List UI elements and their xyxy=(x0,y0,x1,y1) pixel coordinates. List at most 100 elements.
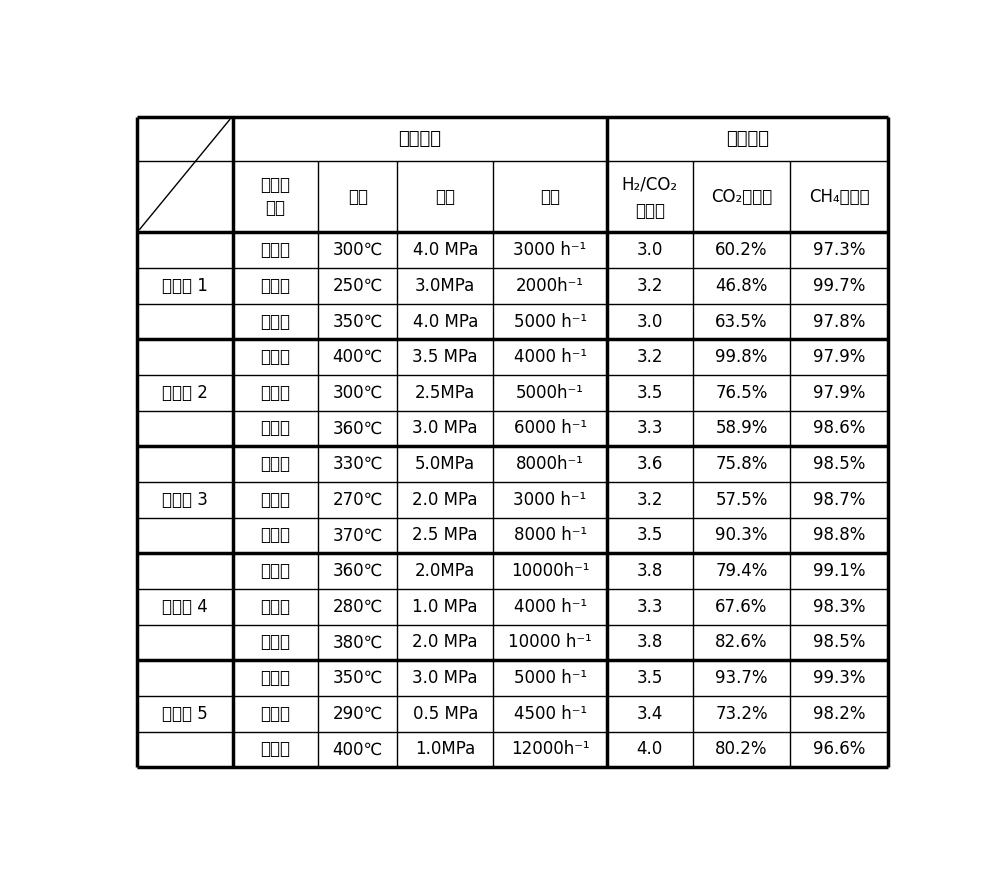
Text: 0.5 MPa: 0.5 MPa xyxy=(413,704,478,723)
Text: 2.0 MPa: 2.0 MPa xyxy=(412,491,478,508)
Text: H₂/CO₂: H₂/CO₂ xyxy=(622,175,678,193)
Text: 98.6%: 98.6% xyxy=(813,419,866,438)
Text: 3.5: 3.5 xyxy=(637,669,663,687)
Text: 73.2%: 73.2% xyxy=(715,704,768,723)
Text: 380℃: 380℃ xyxy=(333,634,383,651)
Text: 97.8%: 97.8% xyxy=(813,312,866,331)
Text: 5.0MPa: 5.0MPa xyxy=(415,455,475,473)
Text: 8000 h⁻¹: 8000 h⁻¹ xyxy=(514,527,587,544)
Text: 360℃: 360℃ xyxy=(333,562,383,580)
Text: 3.2: 3.2 xyxy=(636,276,663,295)
Text: 76.5%: 76.5% xyxy=(715,384,768,402)
Text: 10000 h⁻¹: 10000 h⁻¹ xyxy=(508,634,592,651)
Text: 4000 h⁻¹: 4000 h⁻¹ xyxy=(514,348,587,366)
Text: 300℃: 300℃ xyxy=(333,242,383,259)
Text: 反应结果: 反应结果 xyxy=(726,130,769,148)
Text: 300℃: 300℃ xyxy=(333,384,383,402)
Text: 3.0: 3.0 xyxy=(637,242,663,259)
Text: 实施例 4: 实施例 4 xyxy=(162,598,208,616)
Text: 3.8: 3.8 xyxy=(637,562,663,580)
Text: 75.8%: 75.8% xyxy=(715,455,768,473)
Text: 3.6: 3.6 xyxy=(637,455,663,473)
Text: 330℃: 330℃ xyxy=(333,455,383,473)
Text: 12000h⁻¹: 12000h⁻¹ xyxy=(511,740,589,759)
Text: 97.3%: 97.3% xyxy=(813,242,866,259)
Text: 10000h⁻¹: 10000h⁻¹ xyxy=(511,562,589,580)
Text: 浆态床: 浆态床 xyxy=(261,384,291,402)
Text: 3.0 MPa: 3.0 MPa xyxy=(412,419,478,438)
Text: 3.0MPa: 3.0MPa xyxy=(415,276,475,295)
Text: 固定床: 固定床 xyxy=(261,348,291,366)
Text: 实施例 3: 实施例 3 xyxy=(162,491,208,508)
Text: 实施例 5: 实施例 5 xyxy=(162,704,208,723)
Text: 浆态床: 浆态床 xyxy=(261,704,291,723)
Text: 280℃: 280℃ xyxy=(333,598,383,616)
Text: 2.0MPa: 2.0MPa xyxy=(415,562,475,580)
Text: 3.8: 3.8 xyxy=(637,634,663,651)
Text: 57.5%: 57.5% xyxy=(715,491,768,508)
Text: 3000 h⁻¹: 3000 h⁻¹ xyxy=(513,491,587,508)
Text: 350℃: 350℃ xyxy=(333,669,383,687)
Text: 4.0: 4.0 xyxy=(637,740,663,759)
Text: 290℃: 290℃ xyxy=(333,704,383,723)
Text: 4.0 MPa: 4.0 MPa xyxy=(413,242,478,259)
Text: 4500 h⁻¹: 4500 h⁻¹ xyxy=(514,704,587,723)
Text: 98.3%: 98.3% xyxy=(813,598,866,616)
Text: 370℃: 370℃ xyxy=(333,527,383,544)
Text: 99.1%: 99.1% xyxy=(813,562,866,580)
Text: 4000 h⁻¹: 4000 h⁻¹ xyxy=(514,598,587,616)
Text: 3.4: 3.4 xyxy=(637,704,663,723)
Text: 固定床: 固定床 xyxy=(261,562,291,580)
Text: 400℃: 400℃ xyxy=(333,348,383,366)
Text: 2.0 MPa: 2.0 MPa xyxy=(412,634,478,651)
Text: 3000 h⁻¹: 3000 h⁻¹ xyxy=(513,242,587,259)
Text: 3.2: 3.2 xyxy=(636,491,663,508)
Text: 流化床: 流化床 xyxy=(261,634,291,651)
Text: 98.8%: 98.8% xyxy=(813,527,866,544)
Text: 99.8%: 99.8% xyxy=(715,348,768,366)
Text: 摩尔比: 摩尔比 xyxy=(635,202,665,220)
Text: 1.0 MPa: 1.0 MPa xyxy=(412,598,478,616)
Text: 8000h⁻¹: 8000h⁻¹ xyxy=(516,455,584,473)
Text: 4.0 MPa: 4.0 MPa xyxy=(413,312,478,331)
Text: 60.2%: 60.2% xyxy=(715,242,768,259)
Text: 3.5: 3.5 xyxy=(637,384,663,402)
Text: 浆态床: 浆态床 xyxy=(261,276,291,295)
Text: 80.2%: 80.2% xyxy=(715,740,768,759)
Text: 97.9%: 97.9% xyxy=(813,348,866,366)
Text: 96.6%: 96.6% xyxy=(813,740,866,759)
Text: 实施例 2: 实施例 2 xyxy=(162,384,208,402)
Text: 固定床: 固定床 xyxy=(261,242,291,259)
Text: 67.6%: 67.6% xyxy=(715,598,768,616)
Text: 浆态床: 浆态床 xyxy=(261,598,291,616)
Text: 流化床: 流化床 xyxy=(261,527,291,544)
Text: 82.6%: 82.6% xyxy=(715,634,768,651)
Text: 固定床: 固定床 xyxy=(261,669,291,687)
Text: 流化床: 流化床 xyxy=(261,312,291,331)
Text: 2.5MPa: 2.5MPa xyxy=(415,384,475,402)
Text: 反应条件: 反应条件 xyxy=(398,130,441,148)
Text: 3.0 MPa: 3.0 MPa xyxy=(412,669,478,687)
Text: 反应器
类型: 反应器 类型 xyxy=(261,176,291,217)
Text: 99.7%: 99.7% xyxy=(813,276,866,295)
Text: 6000 h⁻¹: 6000 h⁻¹ xyxy=(514,419,587,438)
Text: 360℃: 360℃ xyxy=(333,419,383,438)
Text: 固定床: 固定床 xyxy=(261,455,291,473)
Text: 90.3%: 90.3% xyxy=(715,527,768,544)
Text: 空速: 空速 xyxy=(540,187,560,206)
Text: CH₄选择性: CH₄选择性 xyxy=(809,187,870,206)
Text: 5000h⁻¹: 5000h⁻¹ xyxy=(516,384,584,402)
Text: 2000h⁻¹: 2000h⁻¹ xyxy=(516,276,584,295)
Text: 58.9%: 58.9% xyxy=(715,419,768,438)
Text: 350℃: 350℃ xyxy=(333,312,383,331)
Text: 流化床: 流化床 xyxy=(261,740,291,759)
Text: 压力: 压力 xyxy=(435,187,455,206)
Text: 3.5 MPa: 3.5 MPa xyxy=(412,348,478,366)
Text: 3.5: 3.5 xyxy=(637,527,663,544)
Text: 3.3: 3.3 xyxy=(636,419,663,438)
Text: 2.5 MPa: 2.5 MPa xyxy=(412,527,478,544)
Text: 5000 h⁻¹: 5000 h⁻¹ xyxy=(514,669,587,687)
Text: 98.5%: 98.5% xyxy=(813,455,866,473)
Text: 浆态床: 浆态床 xyxy=(261,491,291,508)
Text: 98.7%: 98.7% xyxy=(813,491,866,508)
